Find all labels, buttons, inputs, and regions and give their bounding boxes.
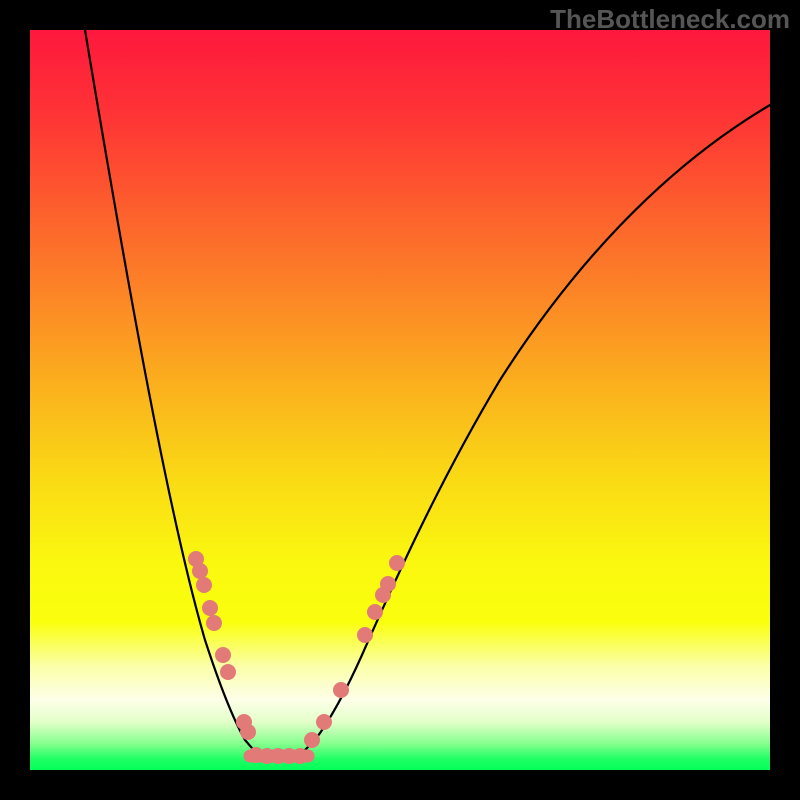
data-marker xyxy=(220,664,236,680)
plot-area xyxy=(30,30,770,770)
chart-container: { "chart": { "type": "line", "width": 80… xyxy=(0,0,800,800)
data-marker xyxy=(316,714,332,730)
data-marker xyxy=(240,724,256,740)
data-marker xyxy=(206,615,222,631)
data-marker xyxy=(367,604,383,620)
data-marker xyxy=(202,600,218,616)
data-marker xyxy=(389,555,405,571)
data-marker xyxy=(357,627,373,643)
data-marker xyxy=(333,682,349,698)
data-marker xyxy=(215,647,231,663)
data-marker xyxy=(196,577,212,593)
data-marker xyxy=(292,748,308,764)
data-marker xyxy=(380,576,396,592)
data-marker xyxy=(192,563,208,579)
watermark-text: TheBottleneck.com xyxy=(550,4,790,35)
data-marker xyxy=(304,732,320,748)
v-curve-chart xyxy=(0,0,800,800)
